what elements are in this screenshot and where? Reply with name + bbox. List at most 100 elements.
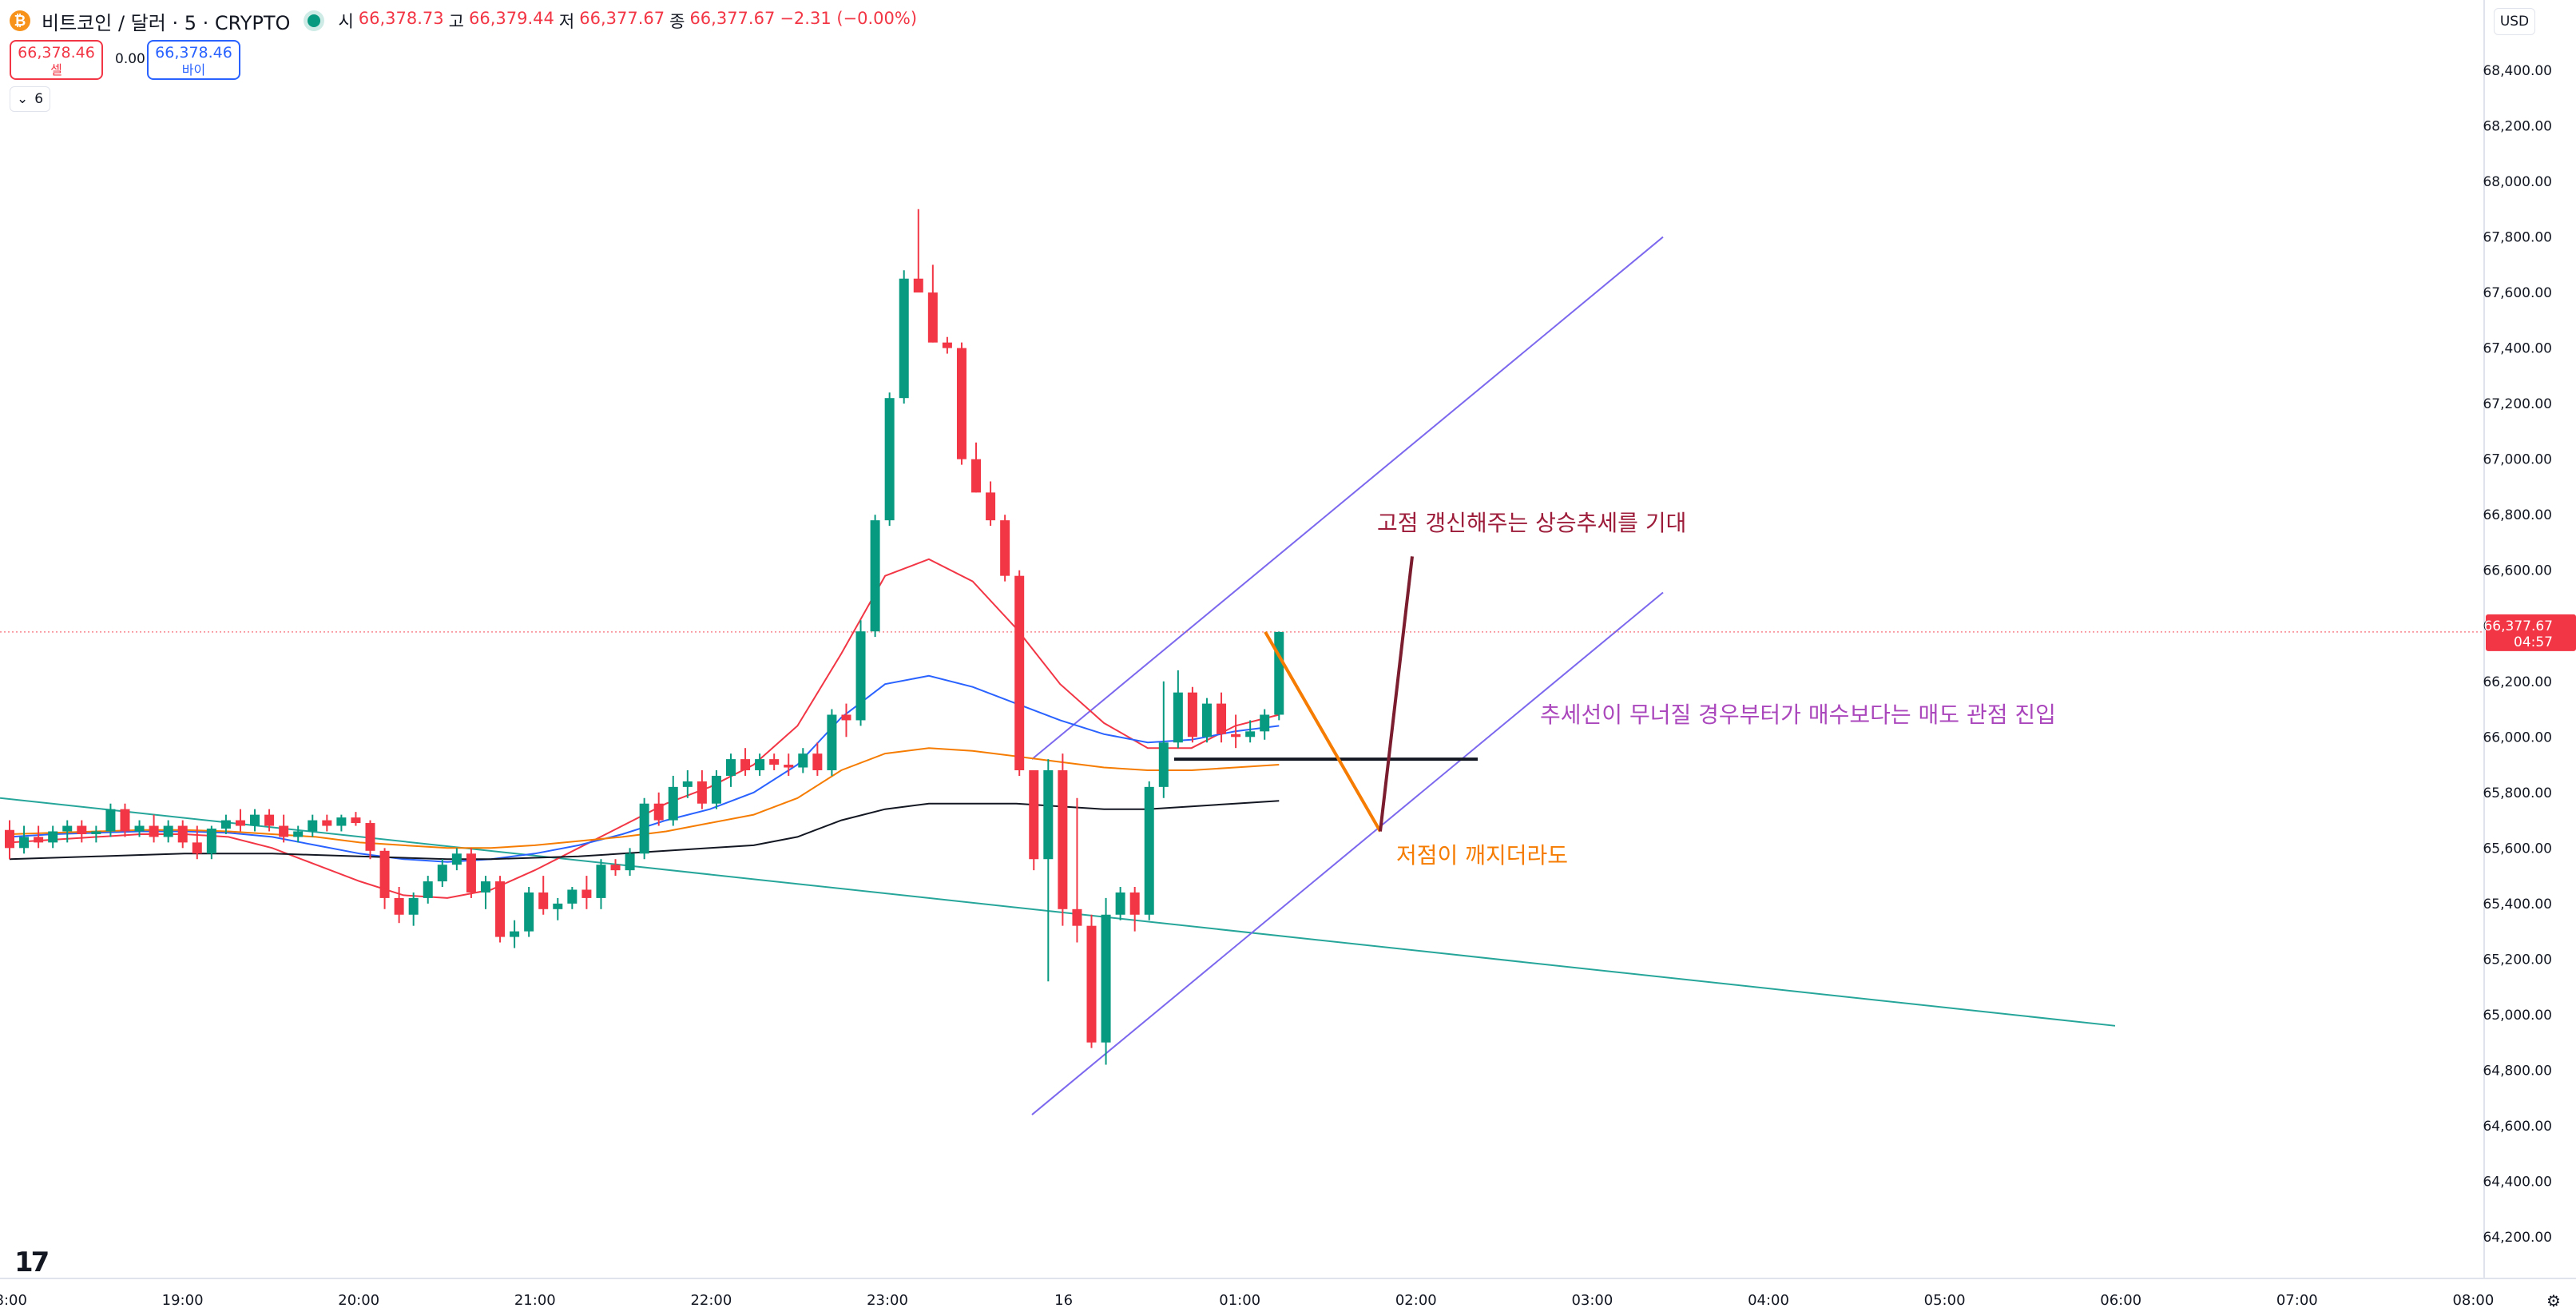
candle-body: [884, 398, 895, 521]
candle-body: [682, 781, 693, 787]
candle-body: [986, 492, 996, 521]
time-tick-label: 03:00: [1571, 1292, 1613, 1309]
price-tick-label: 67,400.00: [2483, 341, 2552, 357]
spread-value: 0.00: [115, 51, 145, 67]
candle-body: [971, 459, 982, 493]
candle-body: [177, 825, 188, 843]
candle-body: [510, 931, 520, 937]
candle-body: [1173, 692, 1183, 743]
candle-body: [1144, 786, 1154, 915]
candle-body: [77, 825, 87, 834]
candle-body: [1158, 742, 1169, 787]
indicators-toggle-button[interactable]: ⌄ 6: [10, 86, 51, 112]
time-tick-label: 20:00: [338, 1292, 379, 1309]
price-tick-label: 66,200.00: [2483, 674, 2552, 690]
candle-body: [365, 823, 375, 851]
candle-body: [480, 881, 490, 893]
symbol-title[interactable]: 비트코인 / 달러 · 5 · CRYPTO: [42, 11, 291, 34]
projection-down-line: [1264, 630, 1382, 833]
candle-body: [322, 820, 332, 826]
candle-body: [351, 817, 361, 824]
candle-body: [653, 803, 664, 821]
price-tick-label: 68,000.00: [2483, 174, 2552, 190]
price-tick-label: 64,800.00: [2483, 1063, 2552, 1079]
bitcoin-icon: ₿: [10, 10, 30, 31]
candle-body: [798, 753, 808, 768]
time-tick-label: 01:00: [1219, 1292, 1260, 1309]
open-label: 시: [338, 12, 354, 31]
candle-body: [134, 825, 145, 832]
current-price-badge: [2486, 614, 2576, 651]
annotation-trendline-text: 추세선이 무너질 경우부터가 매수보다는 매도 관점 진입: [1540, 702, 2056, 728]
candle-body: [956, 348, 966, 459]
channel-lower-line: [1031, 591, 1664, 1115]
candle-body: [927, 292, 938, 343]
candle-body: [1245, 731, 1256, 738]
price-tick-label: 65,200.00: [2483, 952, 2552, 968]
close-value: 66,377.67: [689, 9, 776, 28]
price-tick-label: 64,400.00: [2483, 1174, 2552, 1190]
time-axis: 18:00 19:00 20:00 21:00 22:00 23:00 16 01:00 02:…: [0, 1278, 2576, 1309]
candle-body: [34, 837, 44, 843]
price-tick-label: 67,200.00: [2483, 396, 2552, 412]
candle-body: [495, 881, 506, 937]
buy-button[interactable]: 66,378.46 바이: [147, 40, 240, 80]
candle-body: [784, 765, 794, 768]
candle-body: [1129, 892, 1140, 915]
buy-price: 66,378.46: [155, 44, 232, 62]
candle-body: [1217, 703, 1227, 734]
candle-body: [668, 786, 678, 821]
close-label: 종: [669, 12, 685, 31]
candle-body: [264, 814, 275, 826]
candle-body: [91, 831, 101, 834]
candle-body: [625, 853, 635, 871]
price-tick-label: 66,600.00: [2483, 563, 2552, 579]
candle-body: [1043, 770, 1054, 860]
candle-body: [192, 842, 202, 854]
candle-body: [293, 831, 304, 837]
candle-body: [379, 850, 390, 898]
gear-icon[interactable]: ⚙: [2546, 1291, 2561, 1310]
candle-body: [1000, 520, 1010, 576]
candle-body: [163, 825, 173, 837]
price-tick-label: 65,000.00: [2483, 1008, 2552, 1024]
candles: [5, 209, 1284, 1065]
price-tick-label: 67,000.00: [2483, 452, 2552, 468]
candle-body: [610, 865, 621, 871]
time-tick-label: 06:00: [2100, 1292, 2141, 1309]
time-tick-label: 04:00: [1748, 1292, 1789, 1309]
candle-body: [149, 825, 159, 837]
candle-body: [466, 853, 476, 893]
tradingview-logo-icon[interactable]: 17: [14, 1246, 50, 1278]
candle-body: [769, 759, 780, 765]
high-value: 66,379.44: [469, 9, 554, 28]
time-tick-label: 08:00: [2452, 1292, 2494, 1309]
candle-body: [726, 759, 736, 776]
market-open-indicator: [308, 14, 321, 27]
candle-body: [1274, 631, 1284, 715]
drawing-layer: [0, 236, 2484, 1115]
candle-body: [437, 865, 447, 882]
high-label: 고: [448, 12, 464, 31]
channel-upper-line: [1031, 236, 1664, 760]
currency-button[interactable]: USD: [2494, 8, 2535, 35]
candle-body: [567, 889, 578, 904]
chevron-down-icon: ⌄: [17, 91, 29, 107]
time-tick-label: 18:00: [0, 1292, 27, 1309]
change-value: −2.31 (−0.00%): [780, 9, 918, 28]
candle-body: [913, 278, 923, 293]
current-price-label: 66,377.67: [2483, 618, 2553, 634]
candle-body: [1260, 714, 1270, 732]
candle-body: [5, 829, 14, 849]
candle-body: [1086, 925, 1097, 1043]
candle-body: [1115, 892, 1125, 915]
candle-body: [62, 825, 73, 832]
sell-button[interactable]: 66,378.46 셀: [10, 40, 103, 80]
price-axis: 68,400.00 68,200.00 68,000.00 67,800.00 67,6…: [2483, 0, 2576, 1278]
time-tick-label: 16: [1054, 1292, 1073, 1309]
candle-body: [250, 814, 260, 826]
candle-body: [538, 892, 549, 909]
candle-body: [1029, 770, 1039, 860]
time-tick-label: 19:00: [162, 1292, 204, 1309]
